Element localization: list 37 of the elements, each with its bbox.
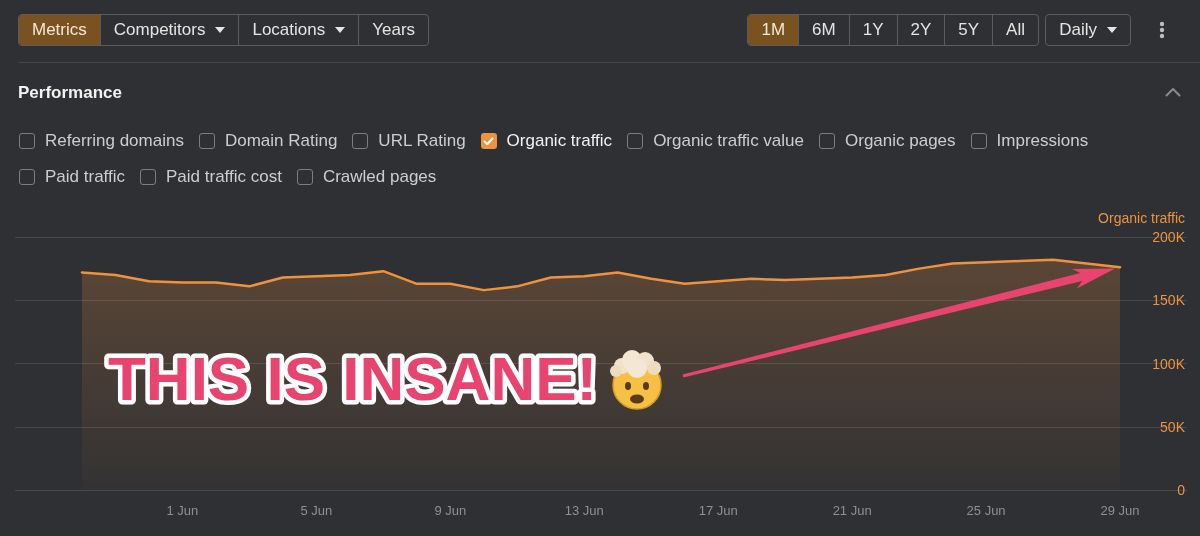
text: Domain Rating (224, 131, 338, 151)
text: Organic traffic value (653, 131, 804, 151)
text: Competitors (99, 15, 239, 45)
y-tick-label: 0 (1177, 482, 1186, 498)
text: 5Y (944, 15, 993, 45)
text: Daily (1046, 15, 1130, 45)
annotation: THIS IS INSANE! (108, 344, 598, 413)
x-tick-label: 13 Jun (564, 503, 604, 518)
text: Organic pages (845, 131, 956, 151)
y-tick-label: 150K (1152, 292, 1186, 309)
text: Referring domains (45, 131, 184, 151)
text: Years (358, 15, 429, 45)
text: Paid traffic (45, 167, 126, 187)
y-tick-label: 200K (1152, 229, 1186, 245)
y-axis-title: Organic traffic (1098, 210, 1185, 226)
y-tick-label: 50K (1160, 418, 1186, 435)
y-tick-label: 100K (1152, 355, 1186, 372)
text: 1M (748, 15, 799, 45)
text: 6M (798, 15, 849, 45)
x-tick-label: 29 Jun (1100, 503, 1140, 518)
text: Crawled pages (322, 167, 437, 187)
chart-title: Performance (18, 83, 122, 103)
text: 1Y (848, 15, 897, 45)
text: Paid traffic cost (166, 167, 282, 187)
text: Locations (238, 15, 359, 45)
text: Impressions (996, 131, 1089, 151)
x-tick-label: 17 Jun (698, 503, 738, 518)
x-tick-label: 9 Jun (434, 503, 467, 518)
x-tick-label: 21 Jun (832, 503, 872, 518)
text: Organic traffic (506, 131, 613, 151)
text: All (992, 15, 1038, 45)
x-tick-label: 5 Jun (300, 503, 333, 518)
text: Metrics (19, 15, 100, 45)
x-tick-label: 25 Jun (966, 503, 1006, 518)
text: URL Rating (378, 131, 466, 151)
text: 2Y (896, 15, 945, 45)
x-tick-label: 1 Jun (166, 503, 199, 518)
